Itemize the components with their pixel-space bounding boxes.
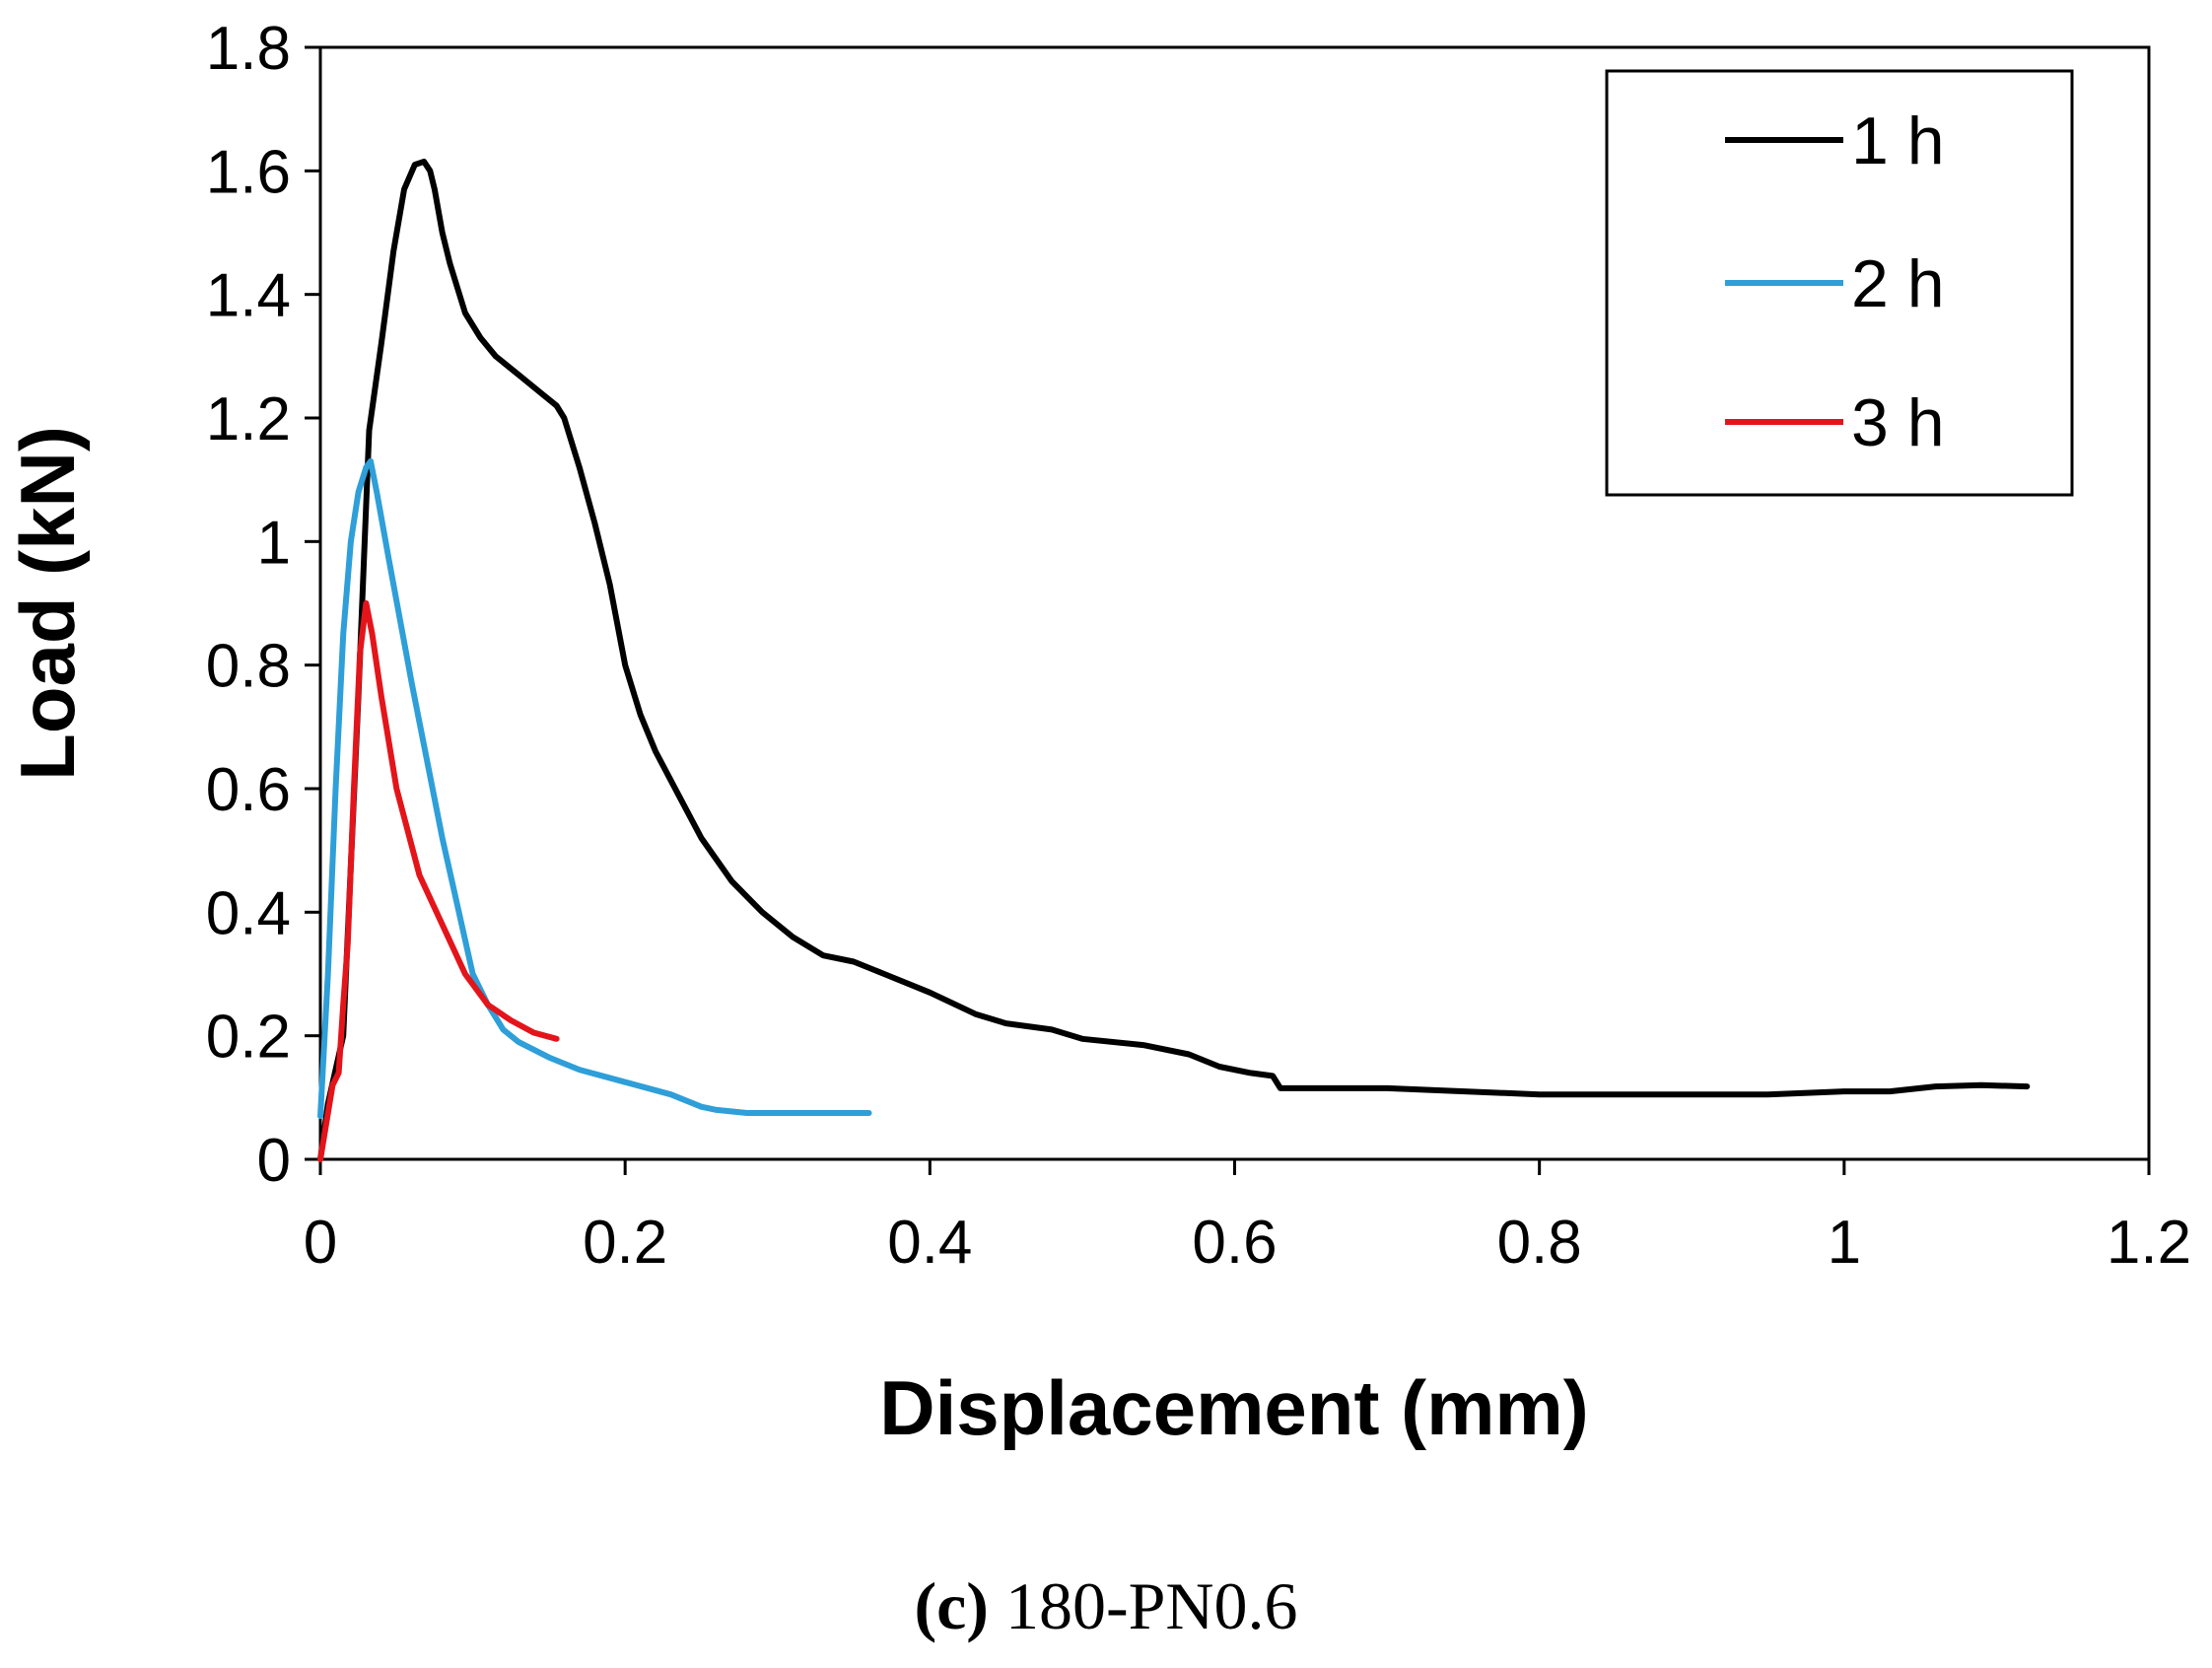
caption-label: (c) — [914, 1568, 989, 1643]
y-tick-label: 0 — [257, 1127, 291, 1195]
y-axis-title: Load (kN) — [4, 426, 91, 781]
x-tick-label: 0.4 — [887, 1209, 972, 1277]
x-tick-label: 0.6 — [1192, 1209, 1277, 1277]
legend-label-1h: 1 h — [1851, 104, 1945, 178]
y-tick-label: 1.4 — [206, 262, 291, 330]
y-tick-label: 1.6 — [206, 138, 291, 206]
x-tick-label: 1.2 — [2107, 1209, 2191, 1277]
x-tick-label: 0.2 — [583, 1209, 667, 1277]
y-tick-label: 0.6 — [206, 756, 291, 824]
figure-caption: (c) 180-PN0.6 — [0, 1567, 2212, 1645]
legend-label-3h: 3 h — [1851, 385, 1945, 460]
series-line-3h — [317, 600, 560, 1162]
x-tick-label: 0.8 — [1497, 1209, 1582, 1277]
series-line-2h — [317, 457, 872, 1120]
y-axis: 0 0.2 0.4 0.6 0.8 1 1.2 1.4 1.6 1.8 — [206, 15, 320, 1195]
x-tick-label: 0 — [304, 1209, 337, 1277]
x-axis: 0 0.2 0.4 0.6 0.8 1 1.2 — [304, 1159, 2191, 1277]
load-displacement-chart: 0 0.2 0.4 0.6 0.8 1 1.2 1.4 1.6 1.8 0 0.2 0.4 0.6 0.8… — [4, 15, 2191, 1451]
y-tick-label: 1.2 — [206, 385, 291, 453]
x-tick-label: 1 — [1828, 1209, 1861, 1277]
y-tick-label: 1 — [257, 509, 291, 577]
series-layer — [317, 158, 2031, 1162]
y-tick-label: 0.8 — [206, 633, 291, 701]
caption-text: 180-PN0.6 — [1004, 1568, 1298, 1643]
series-line-1h — [317, 158, 2031, 1162]
x-axis-title: Displacement (mm) — [879, 1364, 1589, 1451]
y-tick-label: 0.2 — [206, 1004, 291, 1072]
legend: 1 h 2 h 3 h — [1605, 69, 2074, 497]
y-tick-label: 0.4 — [206, 879, 291, 947]
legend-label-2h: 2 h — [1851, 246, 1945, 321]
y-tick-label: 1.8 — [206, 15, 291, 83]
